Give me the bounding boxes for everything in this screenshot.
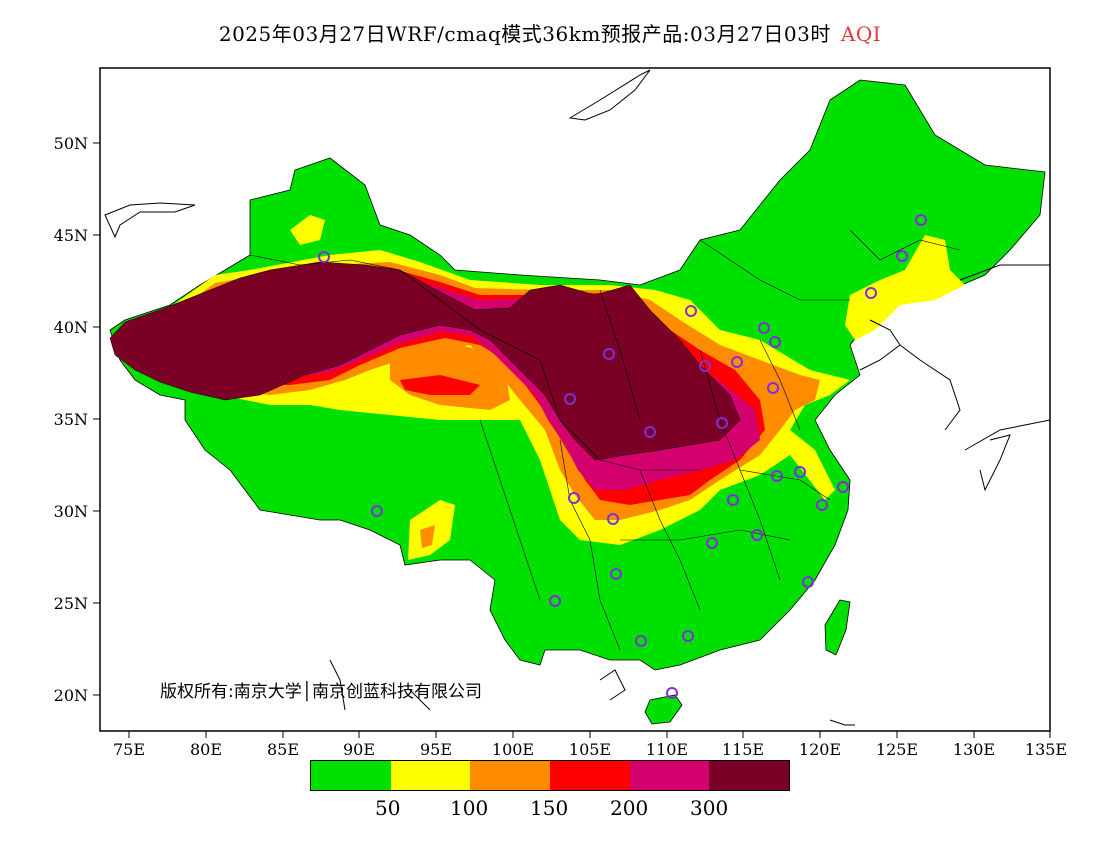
station-marker — [727, 494, 739, 506]
station-marker — [896, 250, 908, 262]
station-marker — [751, 529, 763, 541]
lon-tick-label: 75E — [113, 740, 145, 759]
station-marker — [865, 287, 877, 299]
station-marker — [794, 466, 806, 478]
region-yellow-xj — [290, 215, 325, 245]
lat-tick-label: 40N — [54, 318, 88, 337]
station-marker — [685, 305, 697, 317]
station-marker — [564, 393, 576, 405]
lon-tick-label: 95E — [420, 740, 452, 759]
lat-tick-label: 50N — [54, 134, 88, 153]
station-marker — [915, 214, 927, 226]
lon-tick-label: 135E — [1025, 740, 1067, 759]
lat-tick-label: 45N — [54, 226, 88, 245]
legend-label: 50 — [375, 796, 401, 820]
station-marker — [549, 595, 561, 607]
pollutant-label: AQI — [840, 22, 882, 46]
station-marker — [816, 499, 828, 511]
region-hainan — [644, 694, 683, 725]
region-orange-tibet — [420, 525, 435, 548]
station-marker — [568, 492, 580, 504]
station-marker — [716, 417, 728, 429]
legend-label: 300 — [690, 796, 729, 820]
lon-tick-label: 105E — [569, 740, 611, 759]
region-taiwan — [824, 599, 851, 656]
legend-swatch — [311, 761, 391, 790]
station-marker — [706, 537, 718, 549]
legend-label: 100 — [450, 796, 489, 820]
lat-tick-label: 20N — [54, 686, 88, 705]
legend-color-bar — [310, 760, 790, 791]
station-marker — [371, 505, 383, 517]
station-marker — [767, 382, 779, 394]
lat-tick-label: 35N — [54, 410, 88, 429]
station-marker — [771, 470, 783, 482]
lon-tick-label: 110E — [646, 740, 688, 759]
station-marker — [682, 630, 694, 642]
station-marker — [603, 348, 615, 360]
station-marker — [699, 360, 711, 372]
lon-tick-label: 115E — [722, 740, 764, 759]
lon-tick-label: 100E — [492, 740, 534, 759]
station-markers — [318, 214, 927, 699]
station-marker — [837, 481, 849, 493]
lon-tick-label: 90E — [343, 740, 375, 759]
lat-labels: 50N 45N 40N 35N 30N 25N 20N — [54, 134, 88, 705]
province-boundaries — [249, 229, 961, 651]
lat-axis — [93, 142, 100, 696]
station-marker — [607, 513, 619, 525]
lon-axis — [128, 731, 1051, 738]
region-maroon — [109, 261, 741, 461]
region-yellow-ne — [845, 235, 965, 340]
station-marker — [644, 426, 656, 438]
station-marker — [610, 568, 622, 580]
lon-tick-label: 125E — [876, 740, 918, 759]
legend-label: 150 — [530, 796, 569, 820]
lon-tick-label: 130E — [953, 740, 995, 759]
legend-swatch — [550, 761, 630, 790]
copyright-text: 版权所有:南京大学│南京创蓝科技有限公司 — [160, 681, 482, 702]
lon-tick-label: 80E — [190, 740, 222, 759]
legend-swatch — [629, 761, 710, 790]
foreign-coastlines — [104, 69, 1051, 726]
legend-swatch — [709, 761, 790, 790]
station-marker — [318, 251, 330, 263]
station-marker — [731, 356, 743, 368]
lon-tick-label: 120E — [799, 740, 841, 759]
legend-swatch — [390, 761, 471, 790]
legend-label: 200 — [610, 796, 649, 820]
station-marker — [802, 576, 814, 588]
legend-swatch — [470, 761, 551, 790]
station-marker — [758, 322, 770, 334]
title-text: 2025年03月27日WRF/cmaq模式36km预报产品:03月27日03时 — [218, 22, 831, 46]
station-marker — [769, 336, 781, 348]
lon-tick-label: 85E — [267, 740, 299, 759]
lat-tick-label: 30N — [54, 502, 88, 521]
lat-tick-label: 25N — [54, 594, 88, 613]
station-marker — [666, 687, 678, 699]
lon-labels: 75E 80E 85E 90E 95E 100E 105E 110E 115E … — [113, 740, 1067, 759]
station-marker — [635, 635, 647, 647]
map-title: 2025年03月27日WRF/cmaq模式36km预报产品:03月27日03时 A… — [0, 18, 1100, 47]
region-red-qinghai — [400, 375, 480, 395]
